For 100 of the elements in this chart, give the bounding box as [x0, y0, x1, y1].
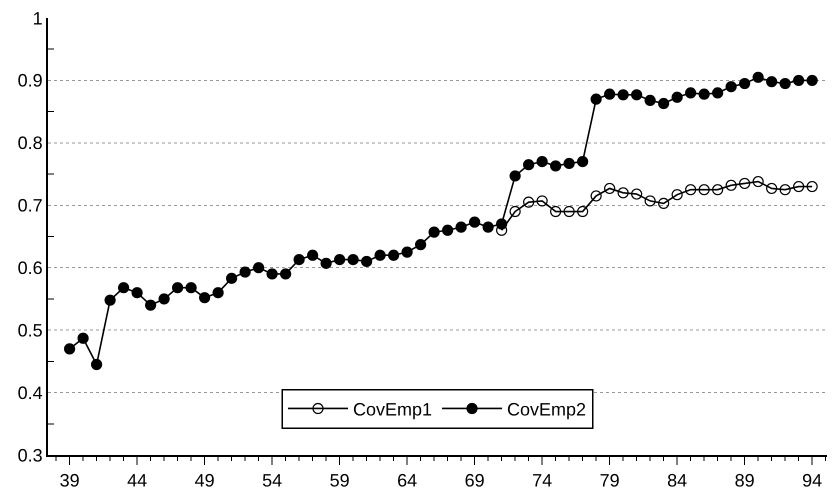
point: [456, 222, 467, 233]
point: [536, 195, 548, 207]
y-tick-label: 0.9: [18, 70, 43, 91]
x-tick-label: 79: [600, 470, 620, 490]
point: [590, 190, 602, 202]
point: [523, 196, 534, 208]
point: [806, 180, 818, 192]
point: [320, 258, 332, 269]
point: [780, 184, 791, 196]
point: [550, 206, 562, 218]
point: [294, 254, 305, 266]
point: [510, 170, 521, 182]
point: [672, 189, 683, 200]
point: [536, 156, 548, 168]
point: [510, 206, 521, 218]
point: [644, 94, 656, 106]
point: [132, 287, 143, 298]
point: [658, 98, 670, 110]
x-tick-label: 89: [734, 470, 755, 490]
point: [631, 89, 642, 100]
point: [618, 89, 629, 100]
point: [307, 250, 318, 261]
point: [374, 250, 386, 261]
point: [280, 268, 292, 280]
point: [766, 182, 778, 194]
point: [186, 282, 197, 294]
point: [78, 332, 89, 344]
x-tick-label: 54: [262, 470, 282, 490]
point: [469, 216, 480, 228]
point: [766, 76, 778, 88]
x-tick-label: 44: [127, 470, 148, 490]
point: [604, 88, 616, 100]
point: [402, 246, 413, 258]
point: [658, 198, 670, 210]
x-tick-label: 74: [532, 470, 552, 490]
point: [739, 78, 750, 90]
point: [361, 256, 372, 268]
point: [712, 184, 724, 196]
point: [564, 158, 575, 170]
point: [793, 74, 804, 86]
point: [793, 180, 804, 192]
point: [415, 239, 426, 250]
point: [253, 262, 264, 274]
point: [590, 94, 602, 105]
point: [780, 78, 791, 90]
x-tick-label: 94: [802, 470, 822, 490]
y-tick-label: 1: [32, 8, 43, 28]
y-tick-label: 0.7: [18, 196, 43, 216]
point: [428, 226, 440, 238]
point: [226, 272, 238, 284]
point: [739, 178, 750, 190]
point: [388, 250, 400, 261]
point: [806, 74, 818, 86]
legend-label: CovEmp1: [353, 400, 432, 420]
point: [348, 254, 359, 266]
y-tick-label: 0.3: [18, 445, 43, 466]
point: [199, 292, 210, 304]
legend-label: CovEmp2: [507, 400, 586, 420]
point: [212, 287, 224, 298]
point: [104, 294, 116, 306]
point: [577, 156, 588, 168]
point: [158, 293, 170, 305]
point: [482, 222, 494, 233]
point: [631, 188, 642, 200]
point: [752, 72, 764, 83]
point: [577, 206, 588, 218]
point: [726, 81, 737, 92]
y-tick-label: 0.4: [18, 382, 43, 403]
x-tick-label: 39: [60, 470, 80, 490]
point: [64, 343, 76, 354]
point: [685, 87, 696, 99]
point: [698, 184, 710, 196]
point: [672, 92, 683, 103]
point: [240, 266, 251, 278]
point: [618, 187, 629, 198]
point: [334, 254, 346, 266]
point: [752, 176, 764, 188]
point: [266, 268, 278, 280]
point: [496, 218, 508, 230]
y-tick-label: 0.5: [18, 320, 43, 340]
point: [550, 160, 562, 172]
y-tick-label: 0.6: [18, 258, 43, 278]
point: [604, 182, 616, 194]
point: [145, 300, 156, 311]
point: [726, 180, 737, 191]
point: [698, 88, 710, 100]
x-tick-label: 69: [464, 470, 485, 490]
point: [523, 159, 534, 170]
point: [442, 224, 454, 236]
point: [685, 184, 696, 196]
point: [712, 87, 724, 99]
point: [564, 206, 575, 218]
point: [172, 282, 184, 294]
x-tick-label: 59: [330, 470, 350, 490]
point: [118, 282, 130, 294]
y-tick-label: 0.8: [18, 133, 43, 154]
x-tick-label: 49: [194, 470, 215, 490]
point: [644, 195, 656, 207]
x-tick-label: 84: [667, 470, 688, 490]
point: [91, 358, 102, 370]
